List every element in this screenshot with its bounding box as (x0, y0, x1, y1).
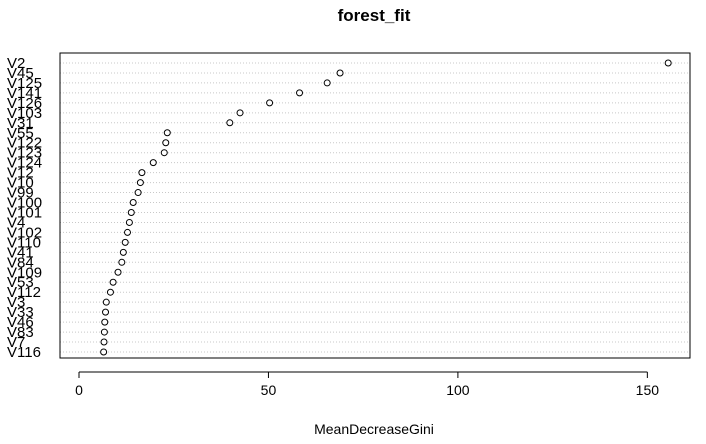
data-point (102, 308, 110, 316)
y-tick-label: V112 (7, 284, 41, 301)
y-tick-label: V100 (7, 195, 42, 212)
y-tick-label: V53 (7, 274, 34, 291)
x-tick-label: 100 (446, 382, 470, 398)
y-tick-label: V124 (7, 155, 42, 172)
y-tick-label: V125 (7, 75, 42, 92)
data-point (163, 129, 171, 137)
x-axis-label: MeanDecreaseGini (314, 421, 434, 437)
data-points (100, 59, 672, 356)
y-tick-label: V45 (7, 65, 34, 82)
y-tick-label: V103 (7, 105, 42, 122)
data-point (149, 159, 157, 167)
data-point (106, 288, 114, 296)
data-point (138, 169, 146, 177)
y-tick-label: V141 (7, 85, 42, 102)
data-point (119, 248, 127, 256)
data-point (162, 139, 170, 147)
y-tick-label: V41 (7, 244, 34, 261)
y-tick-label: V55 (7, 125, 34, 142)
data-point (102, 298, 110, 306)
y-tick-label: V83 (7, 324, 34, 341)
y-tick-label: V123 (7, 145, 42, 162)
y-tick-label: V102 (7, 224, 42, 241)
data-point (226, 119, 234, 127)
y-tick-label: V2 (7, 55, 25, 72)
data-point (109, 278, 117, 286)
x-axis: 0 50 100 150 (75, 371, 660, 398)
y-tick-label: V84 (7, 254, 34, 271)
y-tick-label: V10 (7, 175, 34, 192)
plot-frame (59, 52, 691, 359)
data-point (296, 89, 304, 97)
chart-title: forest_fit (338, 6, 411, 25)
data-point (114, 268, 122, 276)
x-tick-label: 50 (261, 382, 277, 398)
y-tick-label: V7 (7, 334, 25, 351)
y-tick-label: V33 (7, 304, 34, 321)
y-tick-label: V110 (7, 234, 41, 251)
y-tick-label: V4 (7, 214, 25, 231)
data-point (136, 179, 144, 187)
data-point (127, 208, 135, 216)
data-point (121, 238, 129, 246)
y-tick-label: V126 (7, 95, 42, 112)
y-tick-label: V101 (7, 204, 42, 221)
data-point (266, 99, 274, 107)
data-point (160, 149, 168, 157)
y-tick-label: V46 (7, 314, 34, 331)
data-point (323, 79, 331, 87)
y-tick-label: V99 (7, 185, 34, 202)
y-tick-label: V122 (7, 135, 42, 152)
data-point (134, 189, 142, 197)
x-tick-label: 0 (75, 382, 83, 398)
gridlines (60, 62, 690, 353)
data-point (123, 228, 131, 236)
data-point (125, 218, 133, 226)
data-point (100, 348, 108, 356)
x-tick-label: 150 (636, 382, 660, 398)
y-tick-label: V109 (7, 264, 42, 281)
data-point (129, 199, 137, 207)
data-point (336, 69, 344, 77)
data-point (100, 338, 108, 346)
data-point (100, 328, 108, 336)
data-point (236, 109, 244, 117)
y-tick-label: V12 (7, 165, 34, 182)
data-point (101, 318, 109, 326)
data-point (664, 59, 672, 67)
y-tick-labels: V116V7V83V46V33V3V112V53V109V84V41V110V1… (7, 55, 42, 361)
y-tick-label: V3 (7, 294, 25, 311)
data-point (118, 258, 126, 266)
y-tick-label: V31 (7, 115, 34, 132)
y-tick-label: V116 (7, 344, 41, 361)
